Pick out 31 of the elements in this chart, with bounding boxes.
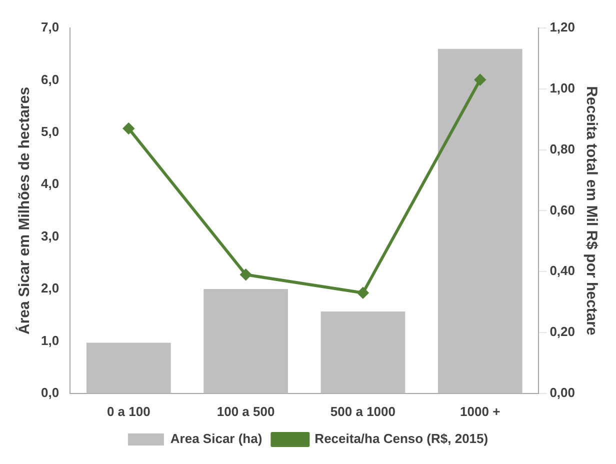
point <box>474 74 486 86</box>
x-tick-label: 0 a 100 <box>106 404 150 419</box>
point <box>123 122 134 134</box>
legend-label: Area Sicar (ha) <box>170 431 262 446</box>
y-tick-label: 0,0 <box>40 384 60 400</box>
y2-tick-label: 1,00 <box>550 80 576 96</box>
x-tick-label: 500 a 1000 <box>330 404 396 419</box>
y-tick-label: 1,0 <box>40 332 60 348</box>
y-tick-label: 5,0 <box>40 124 60 139</box>
y-tick-label: 4,0 <box>40 176 60 192</box>
point <box>240 269 252 280</box>
legend-label: Receita/ha Censo (R$, 2015) <box>314 431 488 446</box>
y-axis-title: Área Sicar em Milhões de hectares <box>15 86 34 335</box>
point <box>357 287 368 298</box>
y2-axis-title: Receita total em Mil R$ por hectare <box>582 86 600 336</box>
y-tick-label: 3,0 <box>40 228 60 244</box>
y2-tick-label: 0,80 <box>550 141 576 156</box>
y-tick-label: 2,0 <box>40 280 60 296</box>
bar <box>86 342 171 394</box>
y2-tick-label: 0,60 <box>550 202 576 218</box>
bar <box>204 289 288 394</box>
y-tick-label: 7,0 <box>40 20 60 35</box>
bar <box>320 311 406 394</box>
y2-tick-label: 1,20 <box>550 20 576 35</box>
bar <box>438 48 522 394</box>
y2-tick-label: 0,40 <box>550 263 576 278</box>
y2-tick-label: 0,20 <box>550 324 576 340</box>
x-tick-label: 1000 + <box>460 404 501 419</box>
x-tick-label: 100 a 500 <box>216 404 275 419</box>
y-tick-label: 6,0 <box>40 72 60 87</box>
y2-tick-label: 0,00 <box>550 384 576 400</box>
